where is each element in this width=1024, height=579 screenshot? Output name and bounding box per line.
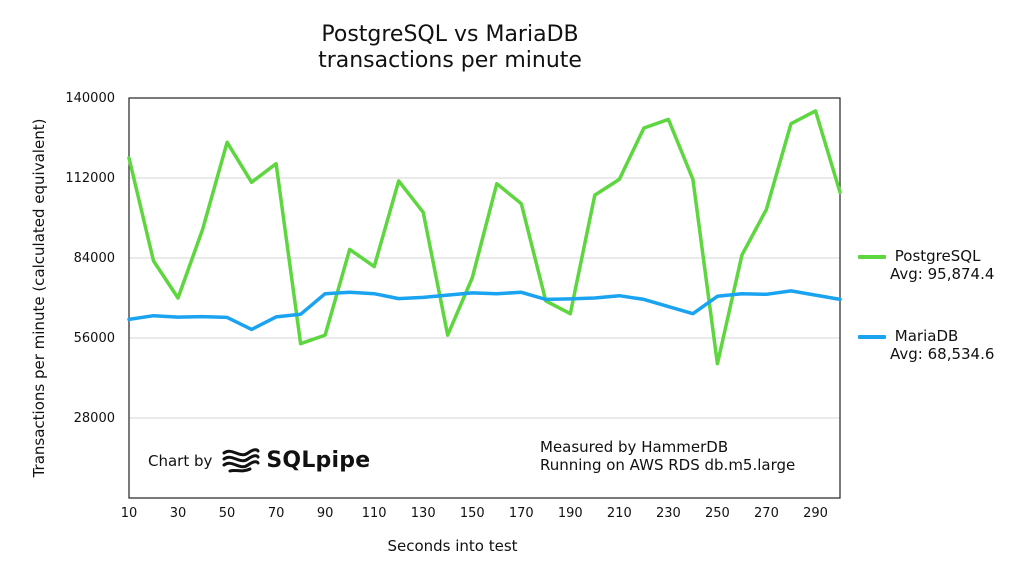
series-line-postgresql xyxy=(127,109,842,366)
x-axis-label: Seconds into test xyxy=(387,537,517,555)
y-tick-label: 28000 xyxy=(74,411,115,426)
x-tick-label: 210 xyxy=(607,506,632,521)
x-tick-label: 230 xyxy=(656,506,681,521)
legend-swatch-mariadb xyxy=(858,334,886,339)
x-tick-label: 70 xyxy=(268,506,285,521)
y-tick-label: 84000 xyxy=(74,251,115,266)
legend-avg-postgresql: Avg: 95,874.4 xyxy=(890,265,995,283)
legend-avg-mariadb: Avg: 68,534.6 xyxy=(890,345,995,363)
sqlpipe-logo-icon xyxy=(222,448,260,473)
y-tick-label: 112000 xyxy=(65,171,115,186)
legend-item-postgresql: PostgreSQL xyxy=(858,248,980,265)
measured-note: Measured by HammerDB Running on AWS RDS … xyxy=(540,438,795,474)
legend-swatch-postgresql xyxy=(858,254,886,259)
x-tick-label: 150 xyxy=(460,506,485,521)
x-tick-label: 270 xyxy=(754,506,779,521)
legend-label-mariadb: MariaDB xyxy=(894,327,959,345)
chart-by-label: Chart by xyxy=(148,452,213,470)
measured-note-line-1: Measured by HammerDB xyxy=(540,438,729,456)
series-line-mariadb xyxy=(127,289,842,332)
chart-by-credit: Chart by SQLpipe xyxy=(148,447,370,475)
x-tick-label: 130 xyxy=(411,506,436,521)
x-tick-label: 290 xyxy=(803,506,828,521)
measured-note-line-2: Running on AWS RDS db.m5.large xyxy=(540,456,796,474)
y-tick-label: 56000 xyxy=(74,331,115,346)
chart-title-line-2: transactions per minute xyxy=(318,48,582,73)
x-tick-label: 170 xyxy=(509,506,534,521)
y-axis-label: Transactions per minute (calculated equi… xyxy=(30,119,48,479)
x-tick-label: 10 xyxy=(121,506,138,521)
y-tick-label: 140000 xyxy=(65,91,115,106)
x-tick-label: 110 xyxy=(362,506,387,521)
x-tick-label: 190 xyxy=(558,506,583,521)
x-tick-label: 250 xyxy=(705,506,730,521)
x-tick-label: 30 xyxy=(170,506,187,521)
legend-item-mariadb: MariaDB xyxy=(858,328,958,345)
legend-label-postgresql: PostgreSQL xyxy=(894,247,981,265)
chart-title-line-1: PostgreSQL vs MariaDB xyxy=(321,22,579,47)
sqlpipe-logo-text: SQLpipe xyxy=(266,448,371,473)
x-tick-label: 90 xyxy=(317,506,334,521)
x-tick-label: 50 xyxy=(219,506,236,521)
